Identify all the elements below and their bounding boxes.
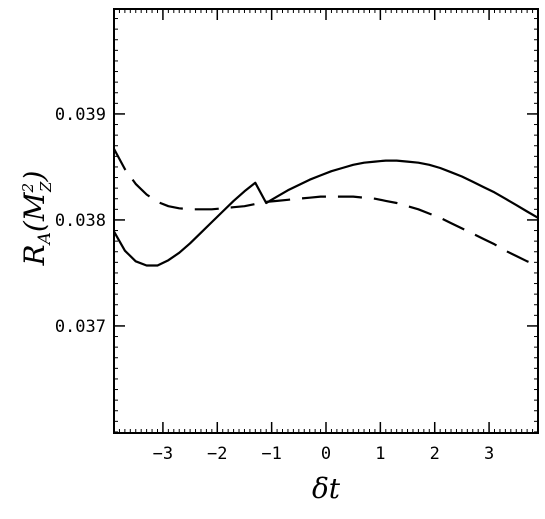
y-axis-title-script: R [18, 244, 51, 266]
y-axis-title-sup: 2 [19, 183, 37, 194]
x-tick-label: −1 [261, 444, 281, 464]
y-tick-label: 0.038 [55, 211, 106, 231]
series-line-solid [113, 159, 539, 267]
y-tick-labels: 0.037 0.038 0.039 [55, 105, 106, 337]
series-layer [113, 148, 539, 267]
y-axis-title: RA(M2Z) [18, 171, 55, 267]
y-axis-title-close: ) [18, 171, 51, 183]
plot-frame [113, 8, 539, 434]
x-tick-label: 3 [484, 444, 494, 464]
x-tick-labels: −3 −2 −1 0 1 2 3 [153, 444, 495, 464]
y-tick-label: 0.037 [55, 317, 106, 337]
major-ticks [114, 9, 538, 433]
y-tick-label: 0.039 [55, 105, 106, 125]
x-tick-label: 1 [375, 444, 385, 464]
series-line-dashed [113, 148, 539, 267]
x-axis-title: δt [312, 472, 341, 505]
y-axis-title-open: (M [18, 191, 51, 232]
y-axis-title-sub2: Z [37, 181, 55, 193]
minor-ticks [113, 9, 539, 433]
x-tick-label: −2 [207, 444, 227, 464]
x-tick-label: 0 [321, 444, 331, 464]
x-tick-label: 2 [430, 444, 440, 464]
x-tick-label: −3 [153, 444, 173, 464]
y-axis-title-sub: A [35, 232, 55, 246]
